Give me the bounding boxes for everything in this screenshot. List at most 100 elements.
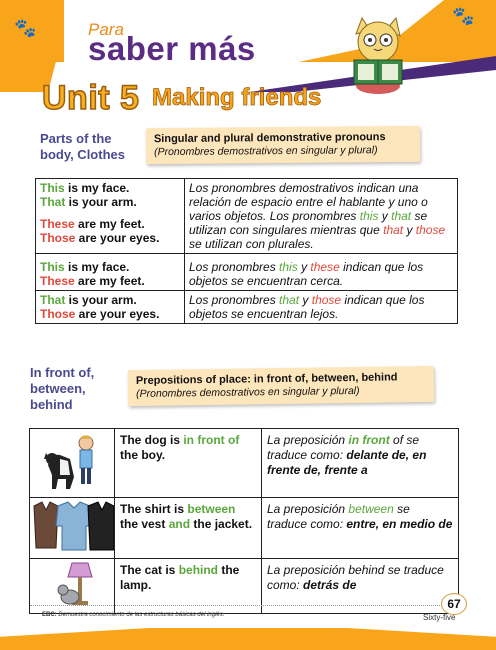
page-number: 67 [441, 593, 467, 615]
sentence-cell: The shirt is between the vest and the ja… [114, 497, 262, 559]
text: entre, en medio de [346, 517, 453, 531]
text: those [415, 223, 446, 237]
text: La preposición [267, 433, 349, 447]
table-row: The dog is in front of the boy. La prepo… [29, 428, 459, 498]
text: in front [348, 433, 390, 447]
text: Los pronombres [189, 293, 280, 307]
text: y [297, 260, 311, 274]
footnote-label: EBC: [42, 612, 57, 618]
section2-title-line1: In front of, [30, 365, 95, 380]
text: y [403, 223, 416, 237]
section2-note: Prepositions of place: in front of, betw… [127, 365, 435, 407]
cat-and-lamp-icon [57, 562, 93, 605]
picture-cell [29, 497, 115, 559]
section1-note-subtitle: (Pronombres demostrativos en singular y … [154, 144, 378, 159]
text: se traduce como: [267, 502, 410, 531]
phrase: is your arm. [65, 293, 137, 307]
examples-cell: This is my face. That is your arm. These… [35, 178, 185, 254]
text: The cat is [120, 563, 179, 577]
paw-icon: 🐾 [452, 6, 475, 26]
examples-cell: This is my face. These are my feet. [35, 253, 185, 291]
text: y [299, 293, 312, 307]
text: y [378, 209, 392, 223]
word: This [40, 260, 65, 274]
word: That [40, 293, 66, 307]
text: The dog is [120, 433, 184, 447]
explanation-cell: Los pronombres demostrativos indican una… [184, 178, 458, 254]
table-row: The shirt is between the vest and the ja… [29, 497, 459, 559]
word: Those [40, 231, 76, 245]
page-number-text: Sixty-five [423, 613, 456, 622]
prepositions-table: The dog is in front of the boy. La prepo… [29, 428, 459, 614]
section1-note: Singular and plural demonstrative pronou… [145, 125, 421, 165]
text: the boy. [120, 448, 166, 462]
text: that [391, 209, 412, 223]
unit-title: Making friends [152, 84, 322, 112]
phrase: is my face. [64, 181, 130, 195]
word: That [40, 195, 66, 209]
text: of se traduce como: [267, 433, 420, 462]
text: se utilizan con singulares mientras que [189, 209, 428, 237]
unit-label: Unit 5 [41, 78, 140, 118]
text: this [279, 260, 298, 274]
phrase: are your eyes. [75, 231, 160, 245]
text: the lamp. [120, 563, 240, 592]
text: these [310, 260, 340, 274]
translation-cell: La preposición in front of se traduce co… [261, 428, 459, 498]
footnote: EBC: Demuestra conocimiento de las estru… [42, 612, 224, 618]
table-row: That is your arm. Those are your eyes. L… [35, 290, 458, 324]
table-row: This is my face. These are my feet. Los … [35, 253, 458, 291]
word: These [40, 274, 75, 288]
section2-title-line3: behind [30, 397, 73, 412]
phrase: is my face. [64, 260, 130, 274]
explanation-cell: Los pronombres this y these indican que … [184, 253, 458, 291]
section1-title-line2: body, Clothes [40, 147, 125, 162]
header-para: Para [88, 20, 124, 39]
phrase: is your arm. [65, 195, 137, 209]
text: that [279, 293, 300, 307]
phrase: are my feet. [74, 274, 145, 288]
phrase: are your eyes. [75, 307, 160, 321]
footnote-text: Demuestra conocimiento de las estructura… [56, 612, 225, 618]
translation-cell: La preposición between se traduce como: … [261, 497, 459, 559]
text: indican que los objetos se encuentran le… [189, 293, 425, 321]
word: Those [40, 307, 76, 321]
text: se utilizan con plurales. [189, 237, 314, 251]
text: between [187, 502, 236, 516]
word: This [40, 181, 65, 195]
text: this [359, 209, 379, 223]
text: delante de, en frente de, frente a [267, 448, 427, 477]
section1-title-line1: Parts of the [40, 131, 112, 146]
cat-reading-icon [353, 16, 403, 94]
word: These [40, 217, 75, 231]
sentence-cell: The dog is in front of the boy. [114, 428, 262, 498]
picture-cell [29, 428, 115, 498]
table-row: The cat is behind the lamp. La preposici… [29, 558, 459, 614]
text: Los pronombres [189, 260, 280, 274]
vest-shirt-jacket-icon [33, 501, 115, 551]
footer-band [0, 628, 496, 650]
text: the vest [120, 517, 169, 531]
examples-cell: That is your arm. Those are your eyes. [35, 290, 185, 324]
text: that [383, 223, 404, 237]
paw-icon: 🐾 [14, 18, 37, 38]
section2-title: In front of, between, behind [30, 365, 94, 413]
header-saber-mas: saber más [88, 30, 256, 67]
picture-cell [29, 558, 115, 614]
text: La preposición behind se traduce como: [267, 563, 444, 592]
text: in front of [183, 433, 240, 447]
text: detrás de [303, 578, 357, 592]
dog-and-boy-icon [44, 435, 94, 489]
text: those [311, 293, 342, 307]
text: Los pronombres demostrativos indican una… [189, 181, 428, 223]
footer-divider [30, 605, 440, 606]
explanation-cell: Los pronombres that y those indican que … [184, 290, 458, 324]
section2-note-subtitle: (Pronombres demostrativos en singular y … [136, 384, 360, 401]
text: La preposición [267, 502, 349, 516]
demonstratives-table: This is my face. That is your arm. These… [35, 178, 458, 324]
sentence-cell: The cat is behind the lamp. [114, 558, 262, 614]
text: The shirt is [120, 502, 188, 516]
section1-title: Parts of the body, Clothes [40, 131, 125, 163]
text: and [168, 517, 191, 531]
text: indican que los objetos se encuentran ce… [189, 260, 424, 288]
